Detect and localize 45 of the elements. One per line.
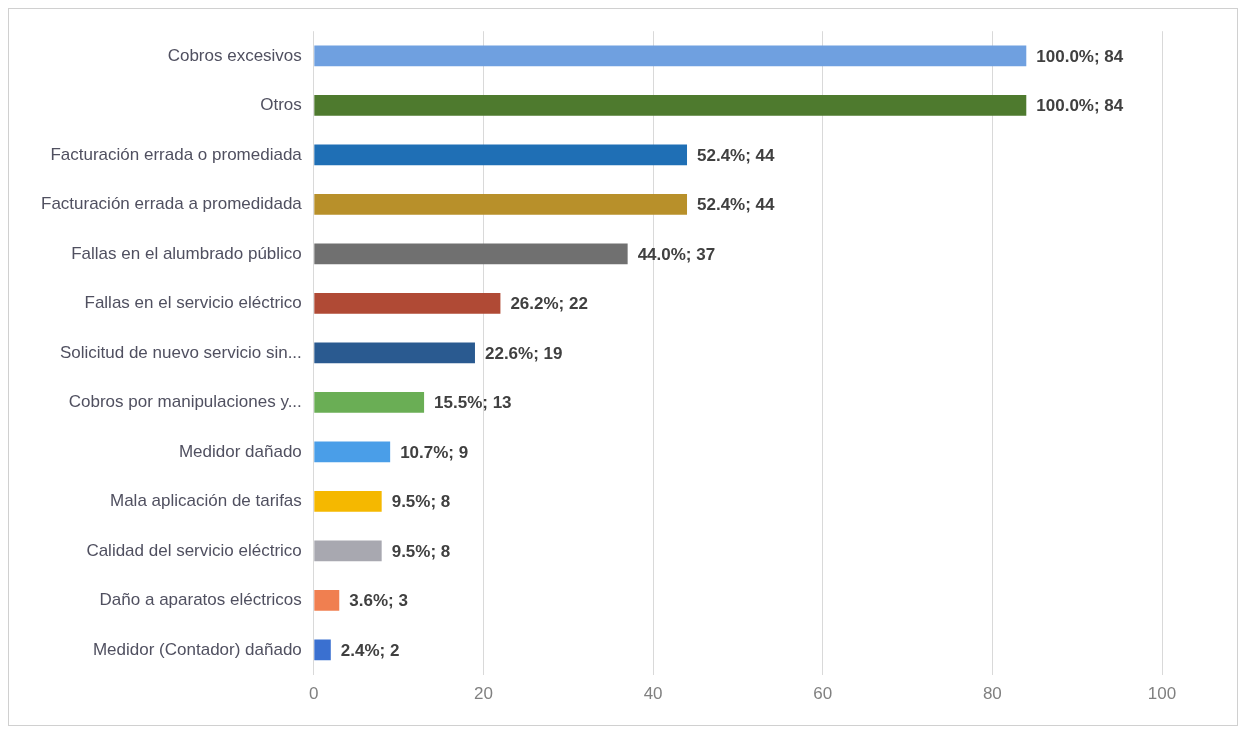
x-tick-label: 20 <box>473 684 493 704</box>
bar <box>314 441 391 463</box>
data-label: 9.5%; 8 <box>391 541 451 561</box>
y-tick-label: Cobros excesivos <box>167 45 302 65</box>
bar <box>314 243 628 265</box>
y-tick-label: Medidor (Contador) dañado <box>92 639 302 659</box>
data-label: 44.0%; 37 <box>637 244 716 264</box>
y-tick-label: Daño a aparatos eléctricos <box>99 590 302 610</box>
y-tick-label: Fallas en el servicio eléctrico <box>84 293 302 313</box>
x-tick-label: 100 <box>1147 684 1177 704</box>
x-tick-label: 60 <box>813 684 833 704</box>
y-tick-label: Otros <box>260 95 302 115</box>
y-tick-label: Facturación errada a promedidada <box>40 194 303 214</box>
bar <box>314 293 501 314</box>
y-tick-label: Fallas en el alumbrado público <box>71 243 302 263</box>
y-tick-label: Solicitud de nuevo servicio sin... <box>59 342 302 362</box>
data-label: 52.4%; 44 <box>697 195 776 215</box>
x-tick-label: 40 <box>643 684 663 704</box>
bar <box>314 95 1027 116</box>
data-label: 15.5%; 13 <box>434 393 512 413</box>
bar <box>314 194 688 215</box>
data-label: 100.0%; 84 <box>1036 46 1124 66</box>
x-tick-label: 0 <box>309 684 319 704</box>
bar <box>314 45 1027 67</box>
data-label: 9.5%; 8 <box>391 492 451 512</box>
bar <box>314 342 475 364</box>
y-tick-label: Cobros por manipulaciones y... <box>68 392 302 412</box>
y-tick-label: Medidor dañado <box>178 441 302 461</box>
bar <box>314 144 688 166</box>
x-tick-label: 80 <box>982 684 1002 704</box>
data-label: 52.4%; 44 <box>697 145 776 165</box>
data-label: 10.7%; 9 <box>400 442 469 462</box>
data-label: 26.2%; 22 <box>510 294 588 314</box>
data-label: 3.6%; 3 <box>349 591 408 611</box>
bar <box>314 639 331 661</box>
y-tick-label: Facturación errada o promediada <box>50 144 303 164</box>
data-label: 22.6%; 19 <box>484 343 563 363</box>
y-tick-label: Mala aplicación de tarifas <box>109 491 302 511</box>
data-label: 2.4%; 2 <box>340 640 400 660</box>
bar <box>314 540 382 562</box>
bar <box>314 589 340 611</box>
bar <box>314 392 425 413</box>
data-label: 100.0%; 84 <box>1036 96 1124 116</box>
y-tick-label: Calidad del servicio eléctrico <box>86 540 302 560</box>
bar <box>314 490 382 512</box>
